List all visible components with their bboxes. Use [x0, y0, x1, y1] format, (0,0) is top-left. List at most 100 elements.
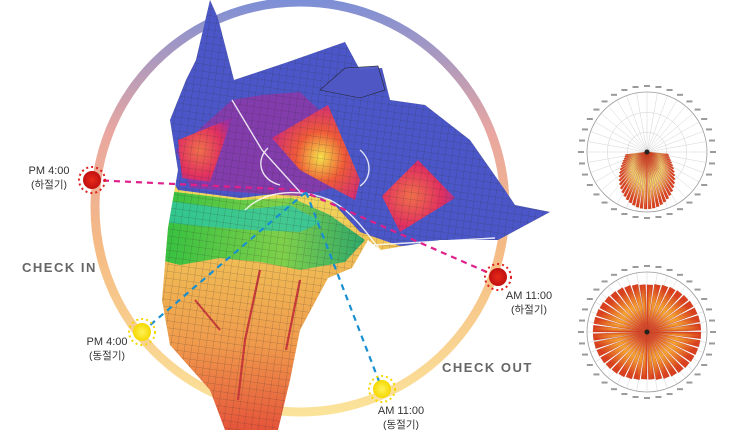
polar-tick-label [666, 88, 673, 91]
marker-time: PM 4:00 [86, 336, 128, 348]
polar-petal [621, 151, 648, 165]
polar-tick-label [578, 331, 584, 333]
winter-sun-chart [578, 265, 716, 399]
polar-tick-label [655, 86, 662, 89]
polar-petal [619, 151, 648, 190]
polar-petal [596, 331, 648, 357]
polar-petal [599, 301, 648, 333]
polar-petal [646, 151, 674, 167]
polar-spoke [646, 105, 686, 153]
polar-tick-label [655, 215, 662, 218]
polar-petal [593, 331, 648, 349]
polar-spoke [626, 95, 648, 153]
polar-petal [622, 151, 648, 162]
polar-petal [624, 151, 648, 158]
polar-petal [625, 151, 648, 201]
polar-tick-label [601, 280, 608, 283]
polar-tick-label [710, 151, 716, 153]
polar-spoke [646, 121, 700, 153]
polar-petal [618, 331, 648, 378]
polar-petal [646, 300, 694, 333]
polar-tick-label [706, 173, 713, 176]
polar-tick-label [710, 331, 716, 333]
polar-petal [646, 151, 670, 200]
polar-spoke [646, 95, 668, 153]
polar-tick-label [655, 266, 662, 269]
polar-tick-label [701, 118, 708, 120]
polar-petal [600, 331, 648, 364]
polar-tick-label [706, 353, 713, 356]
polar-tick-label [701, 298, 708, 300]
polar-tick-label [586, 298, 593, 300]
polar-petal [623, 151, 648, 198]
polar-tick-label [621, 268, 628, 271]
polar-petal [646, 331, 699, 355]
polar-petal [605, 331, 648, 370]
polar-petal [620, 151, 648, 168]
polar-petal [646, 151, 676, 177]
polar-tick-label [593, 193, 600, 196]
polar-tick-label [632, 266, 639, 269]
polar-petal [618, 151, 648, 182]
polar-tick-label [677, 388, 683, 391]
polar-petal [593, 316, 648, 333]
polar-spoke [590, 131, 648, 153]
polar-tick-label [686, 100, 693, 103]
polar-spoke [646, 92, 658, 153]
polar-tick-label [644, 265, 650, 267]
polar-center [644, 149, 650, 155]
polar-tick-label [593, 373, 600, 376]
polar-petal [646, 331, 663, 380]
polar-petal [646, 151, 664, 206]
polar-tick-label [578, 151, 584, 153]
polar-petal [632, 151, 648, 206]
polar-tick-label [644, 397, 650, 399]
polar-petal [646, 315, 701, 333]
polar-spoke [594, 121, 648, 153]
polar-petal [646, 331, 684, 373]
polar-spoke [646, 141, 707, 153]
polar-tick-label [579, 139, 586, 142]
polar-tick-label [701, 364, 708, 366]
polar-petal [646, 331, 695, 363]
polar-petal [618, 151, 648, 178]
polar-petal [617, 287, 648, 333]
polar-petal [646, 284, 661, 333]
polar-petal [646, 151, 671, 159]
polar-tick-label [666, 213, 673, 216]
polar-petal [646, 151, 676, 185]
polar-petal [625, 151, 648, 156]
polar-petal [628, 151, 648, 204]
polar-spoke [616, 99, 648, 153]
polar-petal [646, 286, 676, 333]
polar-petal [646, 323, 702, 333]
polar-tick-label [581, 173, 588, 176]
marker-time: AM 11:00 [377, 405, 425, 417]
polar-tick-label [632, 395, 639, 398]
polar-petal [646, 284, 654, 333]
polar-petal [646, 290, 683, 333]
sun-marker-winter-am [368, 375, 396, 403]
polar-tick-label [644, 85, 650, 87]
polar-tick-label [666, 393, 673, 396]
polar-petal [643, 151, 648, 210]
polar-tick-label [694, 373, 701, 376]
polar-petal [646, 151, 674, 193]
polar-tick-label [581, 308, 588, 311]
polar-petal [646, 331, 702, 339]
polar-tick-label [694, 108, 701, 111]
polar-petal [621, 151, 648, 194]
polar-tick-label [611, 273, 617, 276]
polar-petal [646, 151, 676, 181]
polar-petal [618, 151, 648, 186]
polar-tick-label [611, 93, 617, 96]
polar-petal [646, 151, 652, 210]
polar-tick-label [601, 100, 608, 103]
polar-tick-label [601, 381, 608, 384]
polar-petal [640, 331, 648, 380]
polar-tick-label [686, 201, 693, 204]
polar-spoke [608, 105, 648, 153]
marker-label-winter-am: AM 11:00 (동절기) [368, 405, 434, 430]
polar-petal [646, 151, 660, 208]
